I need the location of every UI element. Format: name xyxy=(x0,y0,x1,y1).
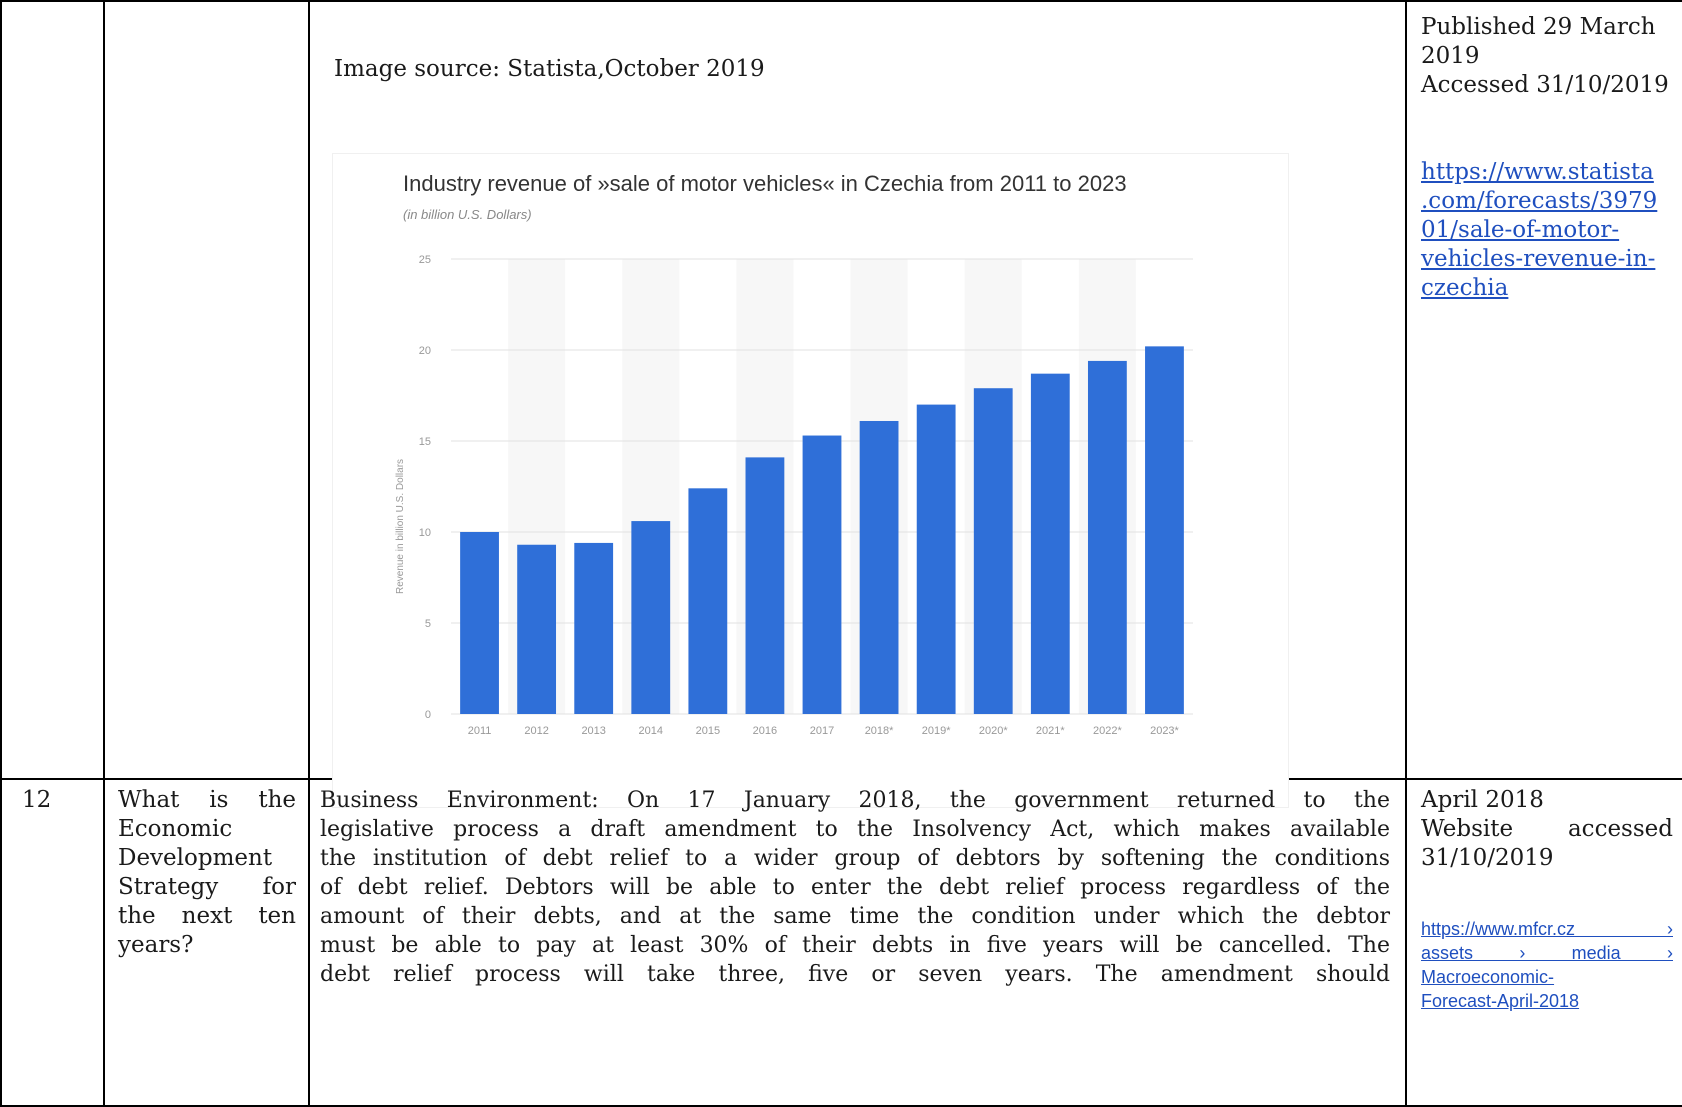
mfcr-link[interactable]: https://www.mfcr.cz › assets › media › M… xyxy=(1421,917,1673,1013)
source-date: April 2018 Website accessed 31/10/2019 xyxy=(1421,786,1673,873)
bar xyxy=(460,532,499,714)
body-line: debt relief process will take three, fiv… xyxy=(320,962,1390,987)
x-tick-label: 2018* xyxy=(865,725,894,737)
y-axis-label: Revenue in billion U.S. Dollars xyxy=(395,459,406,594)
link-line[interactable]: .com/forecasts/3979 xyxy=(1421,188,1658,214)
table-bottom-border xyxy=(0,1105,1682,1107)
y-tick-label: 5 xyxy=(425,618,431,630)
x-tick-label: 2016 xyxy=(753,725,777,737)
x-tick-label: 2022* xyxy=(1093,725,1122,737)
question-line: Economic xyxy=(118,816,233,842)
link-line[interactable]: assets › media › xyxy=(1421,943,1673,963)
bar xyxy=(1145,346,1184,714)
bar xyxy=(631,521,671,714)
bar xyxy=(802,435,842,714)
question-line: years? xyxy=(118,932,194,958)
bar xyxy=(574,542,614,714)
question-line: Strategy for xyxy=(118,874,296,900)
bar xyxy=(859,420,899,714)
y-tick-label: 20 xyxy=(419,345,431,357)
question-line: the next ten xyxy=(118,903,296,929)
link-line[interactable]: Macroeconomic- xyxy=(1421,967,1555,987)
bar xyxy=(916,404,956,714)
x-tick-label: 2012 xyxy=(524,725,548,737)
body-line: amount of their debts, and at the same t… xyxy=(320,904,1390,929)
col-divider-4 xyxy=(1405,0,1407,1107)
published-info: Published 29 March 2019 Accessed 31/10/2… xyxy=(1421,13,1669,100)
link-line[interactable]: czechia xyxy=(1421,275,1509,301)
body-line: Business Environment: On 17 January 2018… xyxy=(320,788,1390,813)
revenue-chart-image: Industry revenue of »sale of motor vehic… xyxy=(332,153,1289,808)
bar xyxy=(517,544,557,714)
body-line: of debt relief. Debtors will be able to … xyxy=(320,875,1390,900)
x-tick-label: 2023* xyxy=(1150,725,1179,737)
x-tick-label: 2021* xyxy=(1036,725,1065,737)
body-line: legislative process a draft amendment to… xyxy=(320,817,1390,842)
image-source-caption: Image source: Statista,October 2019 xyxy=(334,56,765,82)
y-tick-label: 25 xyxy=(419,254,431,266)
bar xyxy=(1030,373,1070,714)
bar xyxy=(1087,360,1127,714)
col-divider-2 xyxy=(103,0,105,1107)
statista-link[interactable]: https://www.statista .com/forecasts/3979… xyxy=(1421,158,1657,303)
row-number: 12 xyxy=(22,787,52,813)
y-tick-label: 0 xyxy=(425,709,431,721)
body-line: must be able to pay at least 30% of thei… xyxy=(320,933,1390,958)
y-tick-label: 15 xyxy=(419,436,431,448)
question-line: Development xyxy=(118,845,273,871)
chart-title: Industry revenue of »sale of motor vehic… xyxy=(403,171,1127,196)
x-tick-label: 2017 xyxy=(810,725,834,737)
x-tick-label: 2020* xyxy=(979,725,1008,737)
link-line[interactable]: 01/sale-of-motor- xyxy=(1421,217,1620,243)
date-line: Website accessed xyxy=(1421,816,1673,842)
col-divider-3 xyxy=(308,0,310,1107)
published-line: Published 29 March xyxy=(1421,14,1656,40)
bar xyxy=(688,488,728,714)
bar xyxy=(973,388,1013,714)
chart-subtitle: (in billion U.S. Dollars) xyxy=(403,207,532,222)
link-line[interactable]: vehicles-revenue-in- xyxy=(1421,246,1656,272)
x-tick-label: 2014 xyxy=(639,725,663,737)
table-top-border xyxy=(0,0,1682,2)
x-tick-label: 2013 xyxy=(581,725,605,737)
link-line[interactable]: Forecast-April-2018 xyxy=(1421,991,1580,1011)
question-line: What is the xyxy=(118,787,296,813)
x-tick-label: 2015 xyxy=(696,725,720,737)
date-line: April 2018 xyxy=(1421,787,1544,813)
bar xyxy=(745,457,785,714)
y-tick-label: 10 xyxy=(419,527,431,539)
answer-body: Business Environment: On 17 January 2018… xyxy=(320,786,1390,989)
body-line: the institution of debt relief to a wide… xyxy=(320,846,1390,871)
bar-chart: 0 5 10 15 20 25 Revenue in billion U.S. Dollar… xyxy=(395,254,1193,737)
link-line[interactable]: https://www.mfcr.cz › xyxy=(1421,919,1673,939)
link-line[interactable]: https://www.statista xyxy=(1421,159,1654,185)
col-divider-1 xyxy=(0,0,2,1107)
x-tick-label: 2019* xyxy=(922,725,951,737)
accessed-line: Accessed 31/10/2019 xyxy=(1421,72,1669,98)
date-line: 31/10/2019 xyxy=(1421,845,1554,871)
question-text: What is the Economic Development Strateg… xyxy=(118,786,296,960)
published-line: 2019 xyxy=(1421,43,1480,69)
x-tick-label: 2011 xyxy=(468,725,492,737)
